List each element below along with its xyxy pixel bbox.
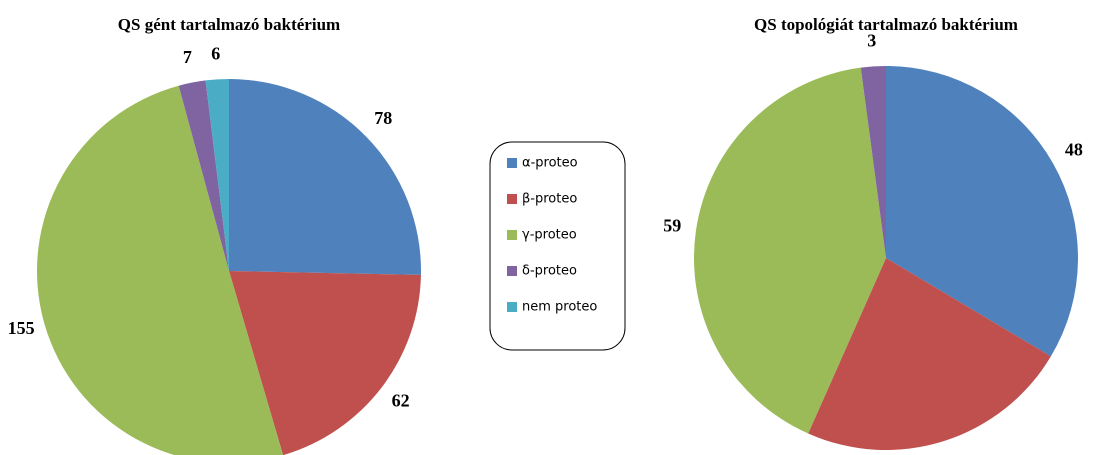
- pie-slice: [808, 258, 1051, 451]
- legend-swatch: [507, 302, 517, 312]
- legend-label: δ-proteo: [522, 264, 577, 279]
- data-label: 78: [374, 108, 392, 128]
- legend-label: β-proteo: [522, 192, 577, 207]
- data-label: 155: [8, 318, 35, 338]
- legend-label: nem proteo: [522, 300, 597, 315]
- legend-swatch: [507, 194, 517, 204]
- legend-box: [489, 141, 626, 351]
- data-label: 3: [867, 31, 876, 51]
- pie-slice: [178, 80, 229, 271]
- pie-slice: [860, 66, 886, 258]
- data-label: 59: [663, 215, 681, 235]
- legend-label: α-proteo: [522, 156, 578, 171]
- pie-slice: [229, 271, 421, 455]
- chart-title: QS gént tartalmazó baktérium: [118, 15, 340, 34]
- data-label: 7: [183, 47, 192, 67]
- pie-slice: [37, 85, 284, 455]
- pie-slice: [694, 67, 886, 434]
- legend-swatch: [507, 266, 517, 276]
- legend-swatch: [507, 230, 517, 240]
- pie-slice: [229, 79, 422, 275]
- pie-slice: [205, 79, 229, 271]
- legend-label: γ-proteo: [522, 228, 577, 243]
- data-label: 48: [1065, 139, 1083, 159]
- data-label: 6: [211, 44, 220, 64]
- chart-title: QS topológiát tartalmazó baktérium: [754, 15, 1018, 34]
- legend-swatch: [507, 158, 517, 168]
- pie-slice: [886, 66, 1078, 357]
- data-label: 33: [942, 452, 960, 455]
- data-label: 62: [392, 390, 410, 410]
